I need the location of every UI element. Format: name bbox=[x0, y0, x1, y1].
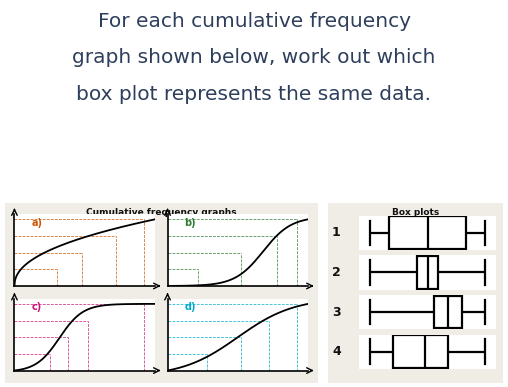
Text: 2: 2 bbox=[332, 266, 341, 279]
Text: Box plots: Box plots bbox=[392, 208, 439, 217]
Bar bbox=[434, 296, 462, 329]
Bar bbox=[389, 216, 466, 249]
Text: graph shown below, work out which: graph shown below, work out which bbox=[72, 48, 436, 67]
Text: b): b) bbox=[184, 217, 196, 228]
Bar bbox=[393, 335, 448, 368]
Text: c): c) bbox=[31, 302, 42, 312]
Text: d): d) bbox=[184, 302, 196, 312]
Text: 4: 4 bbox=[332, 345, 341, 358]
Bar bbox=[417, 256, 438, 289]
Text: box plot represents the same data.: box plot represents the same data. bbox=[77, 85, 431, 104]
Text: 3: 3 bbox=[332, 306, 341, 319]
Text: For each cumulative frequency: For each cumulative frequency bbox=[98, 12, 410, 31]
Text: 1: 1 bbox=[332, 226, 341, 240]
Text: a): a) bbox=[31, 217, 42, 228]
Text: Cumulative frequency graphs: Cumulative frequency graphs bbox=[86, 208, 237, 217]
